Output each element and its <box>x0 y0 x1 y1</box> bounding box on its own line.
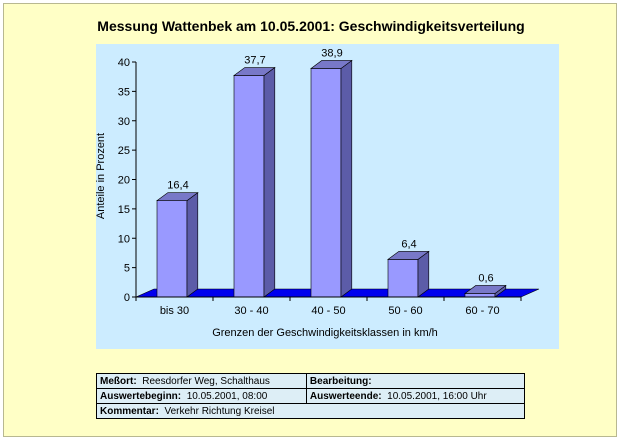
y-tick-label: 20 <box>118 175 130 187</box>
info-table: Meßort: Reesdorfer Weg, Schalthaus Bearb… <box>96 373 526 419</box>
kommentar-value: Verkehr Richtung Kreisel <box>164 405 275 417</box>
data-label: 38,9 <box>321 47 342 59</box>
y-tick-label: 10 <box>118 233 130 245</box>
kommentar-label: Kommentar: <box>100 405 159 417</box>
x-tick-label: 40 - 50 <box>311 305 345 317</box>
chart-title: Messung Wattenbek am 10.05.2001: Geschwi… <box>97 18 524 34</box>
y-tick-label: 35 <box>118 86 130 98</box>
x-tick-label: 50 - 60 <box>388 305 422 317</box>
y-axis: 0 5 10 15 20 25 30 35 40 <box>118 57 137 304</box>
bearbeitung-label: Bearbeitung: <box>309 375 372 387</box>
auswerteende-label: Auswerteende: <box>309 390 382 402</box>
data-label: 37,7 <box>244 55 265 67</box>
auswerteende-value: 10.05.2001, 16:00 Uhr <box>387 390 487 402</box>
bearbeitung-cell: Bearbeitung: <box>305 373 526 389</box>
y-tick-label: 40 <box>118 57 130 69</box>
bar-top <box>464 285 507 294</box>
bar-side <box>186 192 199 298</box>
x-tick-label: 60 - 70 <box>465 305 499 317</box>
y-tick-label: 25 <box>118 145 130 157</box>
x-tick-label: bis 30 <box>160 305 189 317</box>
data-label: 6,4 <box>401 238 416 250</box>
auswertebeginn-cell: Auswertebeginn: 10.05.2001, 08:00 <box>96 388 307 404</box>
bar <box>310 68 342 298</box>
y-tick-label: 30 <box>118 116 130 128</box>
bar-top <box>387 251 430 260</box>
bar <box>387 259 419 298</box>
bar-side <box>263 66 276 298</box>
y-tick-label: 15 <box>118 204 130 216</box>
auswertebeginn-value: 10.05.2001, 08:00 <box>186 390 268 402</box>
auswerteende-cell: Auswerteende: 10.05.2001, 16:00 Uhr <box>305 388 526 404</box>
info-row: Kommentar: Verkehr Richtung Kreisel <box>96 403 525 419</box>
y-axis-label: Anteile in Prozent <box>95 133 107 219</box>
bar <box>464 293 496 298</box>
bar <box>233 75 265 298</box>
x-axis: bis 30 30 - 40 40 - 50 50 - 60 60 - 70 <box>135 296 522 317</box>
bar <box>156 200 188 298</box>
bar-top <box>310 60 353 69</box>
messort-label: Meßort: <box>100 375 137 387</box>
auswertebeginn-label: Auswertebeginn: <box>100 390 182 402</box>
info-row: Meßort: Reesdorfer Weg, Schalthaus Bearb… <box>96 373 526 389</box>
y-tick-label: 0 <box>124 292 130 304</box>
y-tick-label: 5 <box>124 263 130 275</box>
bar-top <box>156 192 199 201</box>
messort-cell: Meßort: Reesdorfer Weg, Schalthaus <box>96 373 307 389</box>
messort-value: Reesdorfer Weg, Schalthaus <box>142 375 270 387</box>
bar-side <box>340 59 353 298</box>
data-label: 0,6 <box>478 272 493 284</box>
info-row: Auswertebeginn: 10.05.2001, 08:00 Auswer… <box>96 388 526 404</box>
kommentar-cell: Kommentar: Verkehr Richtung Kreisel <box>96 403 525 419</box>
x-tick-label: 30 - 40 <box>234 305 268 317</box>
x-axis-label: Grenzen der Geschwindigkeitsklassen in k… <box>212 327 438 339</box>
bar-group: 16,4 37,7 38,9 6,4 0,6 <box>156 47 507 298</box>
bar-top <box>233 67 276 76</box>
data-label: 16,4 <box>167 180 188 192</box>
